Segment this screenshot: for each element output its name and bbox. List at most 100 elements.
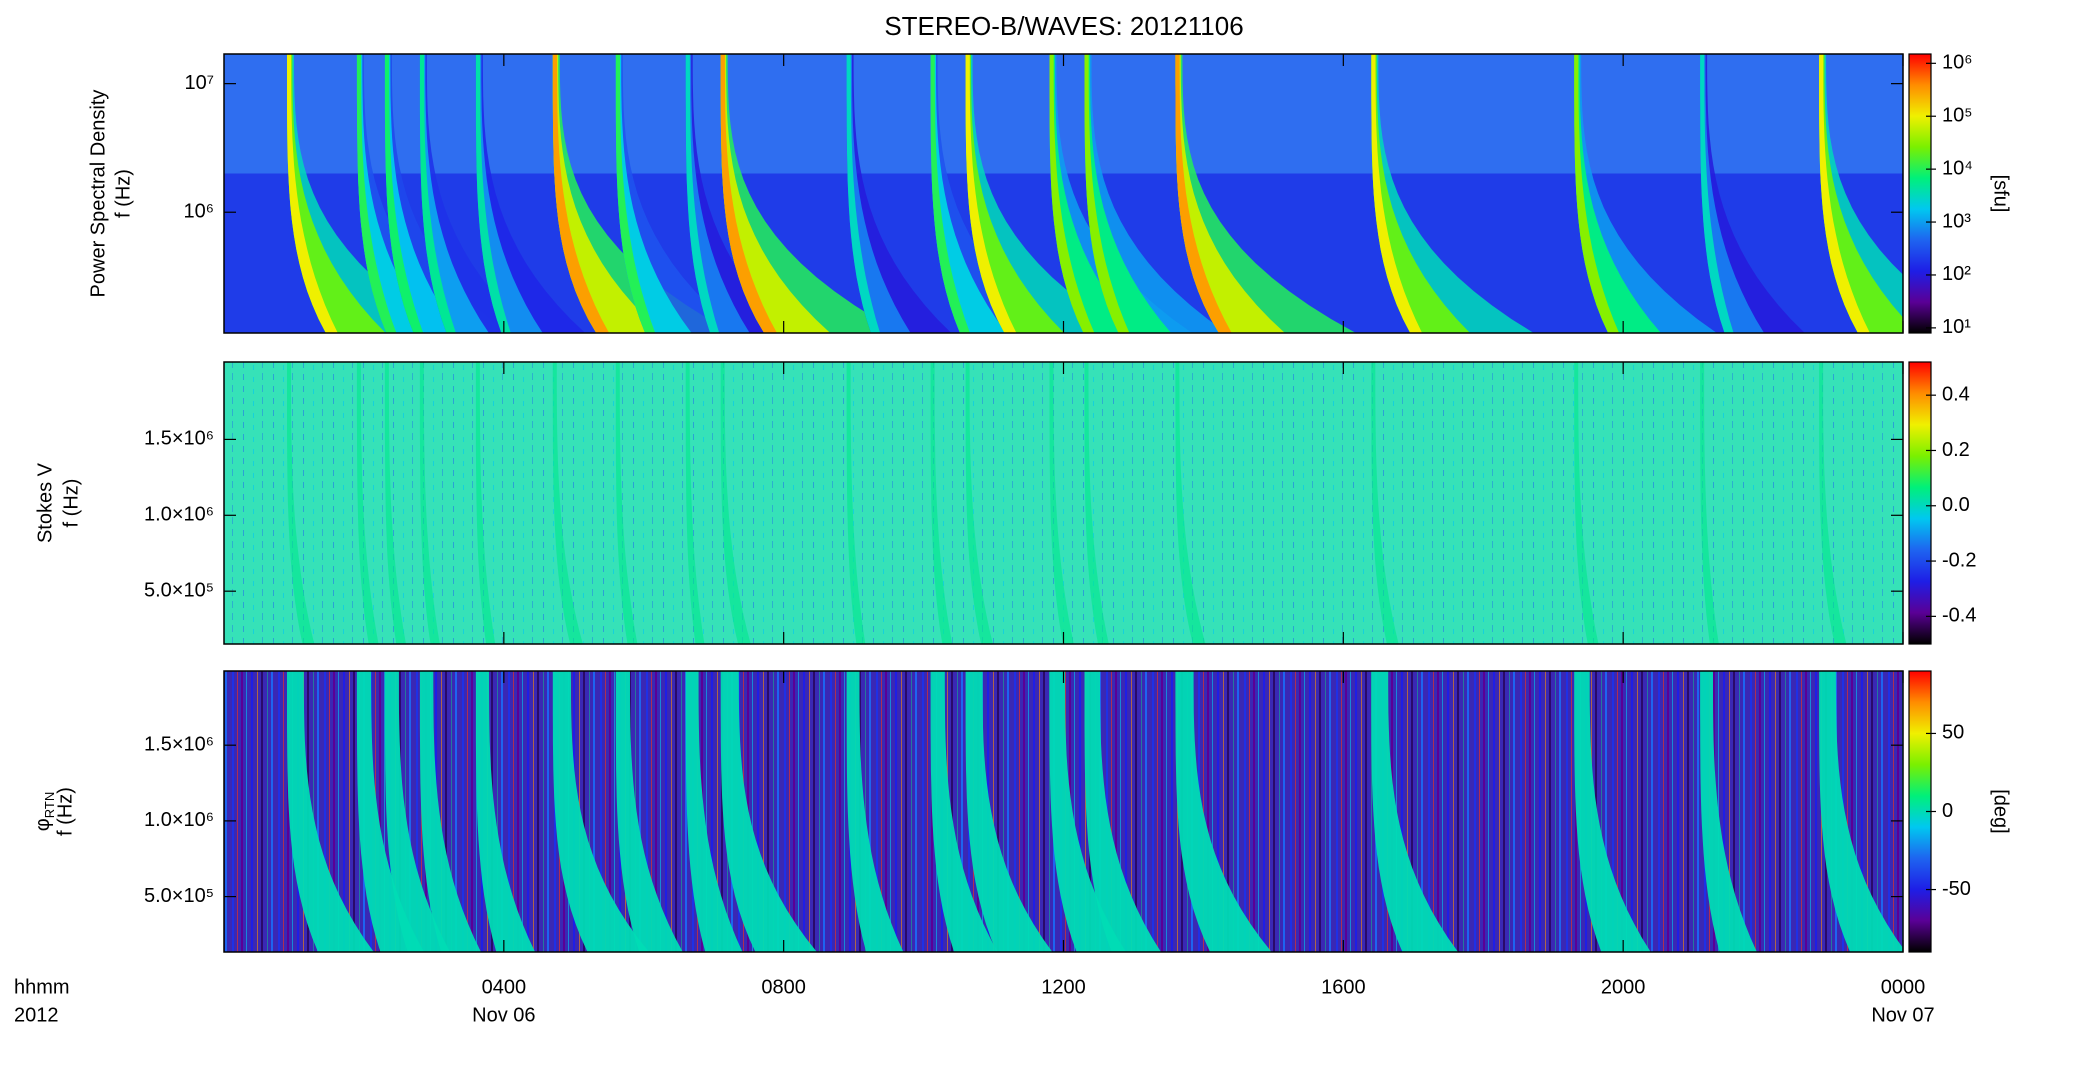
- y-axis-label: Stokes V: [34, 462, 56, 543]
- x-tick-label: 1200: [1041, 976, 1086, 998]
- x-axis-label: 2012: [14, 1004, 59, 1026]
- y-axis-label-subscript: RTN: [42, 792, 57, 818]
- burst: [1175, 54, 1285, 333]
- burst: [1700, 54, 1734, 333]
- burst-trace: [356, 362, 379, 644]
- x-tick-label: 0000: [1881, 976, 1926, 998]
- burst-trace: [1084, 671, 1161, 952]
- burst-trace: [965, 671, 1053, 952]
- colorbar-tick-label: 50: [1942, 722, 1964, 744]
- burst: [1819, 54, 1870, 333]
- burst: [1371, 54, 1423, 333]
- burst-trace: [419, 362, 440, 644]
- burst: [720, 54, 831, 333]
- plot-area: [224, 54, 1903, 333]
- colorbar-tick-label: -0.4: [1942, 605, 1976, 627]
- burst-trace: [475, 671, 536, 952]
- burst-trace: [552, 362, 583, 644]
- burst-trace: [1371, 671, 1459, 952]
- burst-trace: [1371, 362, 1399, 644]
- burst-trace: [1049, 671, 1126, 952]
- burst-trace: [615, 362, 638, 644]
- burst-trace: [287, 671, 374, 952]
- burst: [384, 54, 424, 333]
- burst-trace: [846, 671, 904, 952]
- colorbar-tick-label: 0.0: [1942, 494, 1970, 516]
- burst-trace: [1049, 362, 1074, 644]
- burst-trace: [1084, 362, 1109, 644]
- y-axis-label: f (Hz): [54, 787, 76, 836]
- burst: [356, 54, 397, 333]
- x-tick-label: 0400: [482, 976, 527, 998]
- burst-trace: [685, 671, 743, 952]
- burst: [287, 54, 338, 333]
- burst: [965, 54, 1065, 333]
- burst-trace: [1700, 362, 1719, 644]
- burst: [552, 54, 610, 333]
- burst-trace: [1574, 362, 1599, 644]
- y-tick-label: 1.5×10⁶: [144, 733, 214, 755]
- colorbar-tick-label: 10⁶: [1942, 52, 1972, 74]
- colorbar-tick-label: 0.2: [1942, 439, 1970, 461]
- burst-trace: [1819, 362, 1847, 644]
- y-axis-label: f (Hz): [112, 169, 134, 218]
- burst: [1574, 54, 1620, 333]
- colorbar-label: [sfu]: [1990, 175, 2012, 213]
- colorbar-tick-label: 10⁵: [1942, 105, 1973, 127]
- burst: [475, 54, 511, 333]
- x-tick-label: 1600: [1321, 976, 1366, 998]
- x-axis-label: hhmm: [14, 976, 70, 998]
- x-date-label: Nov 06: [472, 1004, 535, 1026]
- burst: [1084, 54, 1172, 333]
- y-tick-label: 1.0×10⁶: [144, 504, 214, 526]
- y-tick-label: 10⁷: [185, 72, 214, 94]
- y-axis-label: Power Spectral Density: [87, 90, 109, 298]
- y-tick-label: 5.0×10⁵: [144, 579, 214, 601]
- colorbar-label: [deg]: [1990, 789, 2012, 833]
- colorbar: [1908, 53, 1932, 334]
- burst: [685, 54, 720, 333]
- burst-trace: [720, 362, 751, 644]
- x-tick-label: 0800: [761, 976, 806, 998]
- burst: [720, 54, 777, 333]
- burst-trace: [965, 362, 993, 644]
- x-tick-label: 2000: [1601, 976, 1646, 998]
- burst: [846, 54, 881, 333]
- burst-trace: [1819, 671, 1903, 952]
- burst-trace: [384, 362, 406, 644]
- chart-title: STEREO-B/WAVES: 20121106: [884, 11, 1243, 41]
- burst: [965, 54, 1017, 333]
- y-tick-label: 1.0×10⁶: [144, 809, 214, 831]
- colorbar-tick-label: 10²: [1942, 263, 1971, 285]
- burst-trace: [615, 671, 683, 952]
- burst-trace: [287, 362, 315, 644]
- burst-trace: [1700, 671, 1757, 952]
- burst: [1049, 54, 1095, 333]
- burst: [1175, 54, 1232, 333]
- colorbar-tick-label: -0.2: [1942, 549, 1976, 571]
- burst: [615, 54, 656, 333]
- colorbar-tick-label: -50: [1942, 878, 1971, 900]
- burst-trace: [356, 671, 424, 952]
- colorbar: [1908, 361, 1932, 645]
- colorbar-tick-label: 0.4: [1942, 383, 1970, 405]
- y-axis-label: f (Hz): [60, 479, 82, 528]
- burst: [930, 54, 970, 333]
- colorbar-tick-label: 10¹: [1942, 316, 1971, 338]
- plot-area: [224, 671, 1903, 952]
- y-tick-label: 1.5×10⁶: [144, 428, 214, 450]
- burst: [1084, 54, 1130, 333]
- y-axis-label: φRTN: [32, 792, 57, 831]
- burst-trace: [685, 362, 705, 644]
- colorbar-tick-label: 10⁴: [1942, 157, 1973, 179]
- burst-trace: [930, 362, 953, 644]
- burst: [552, 54, 663, 333]
- x-date-label: Nov 07: [1871, 1004, 1934, 1026]
- burst-trace: [720, 671, 817, 952]
- burst: [287, 54, 386, 333]
- burst-trace: [475, 362, 496, 644]
- y-tick-label: 5.0×10⁵: [144, 885, 214, 907]
- upper-band: [224, 54, 1903, 174]
